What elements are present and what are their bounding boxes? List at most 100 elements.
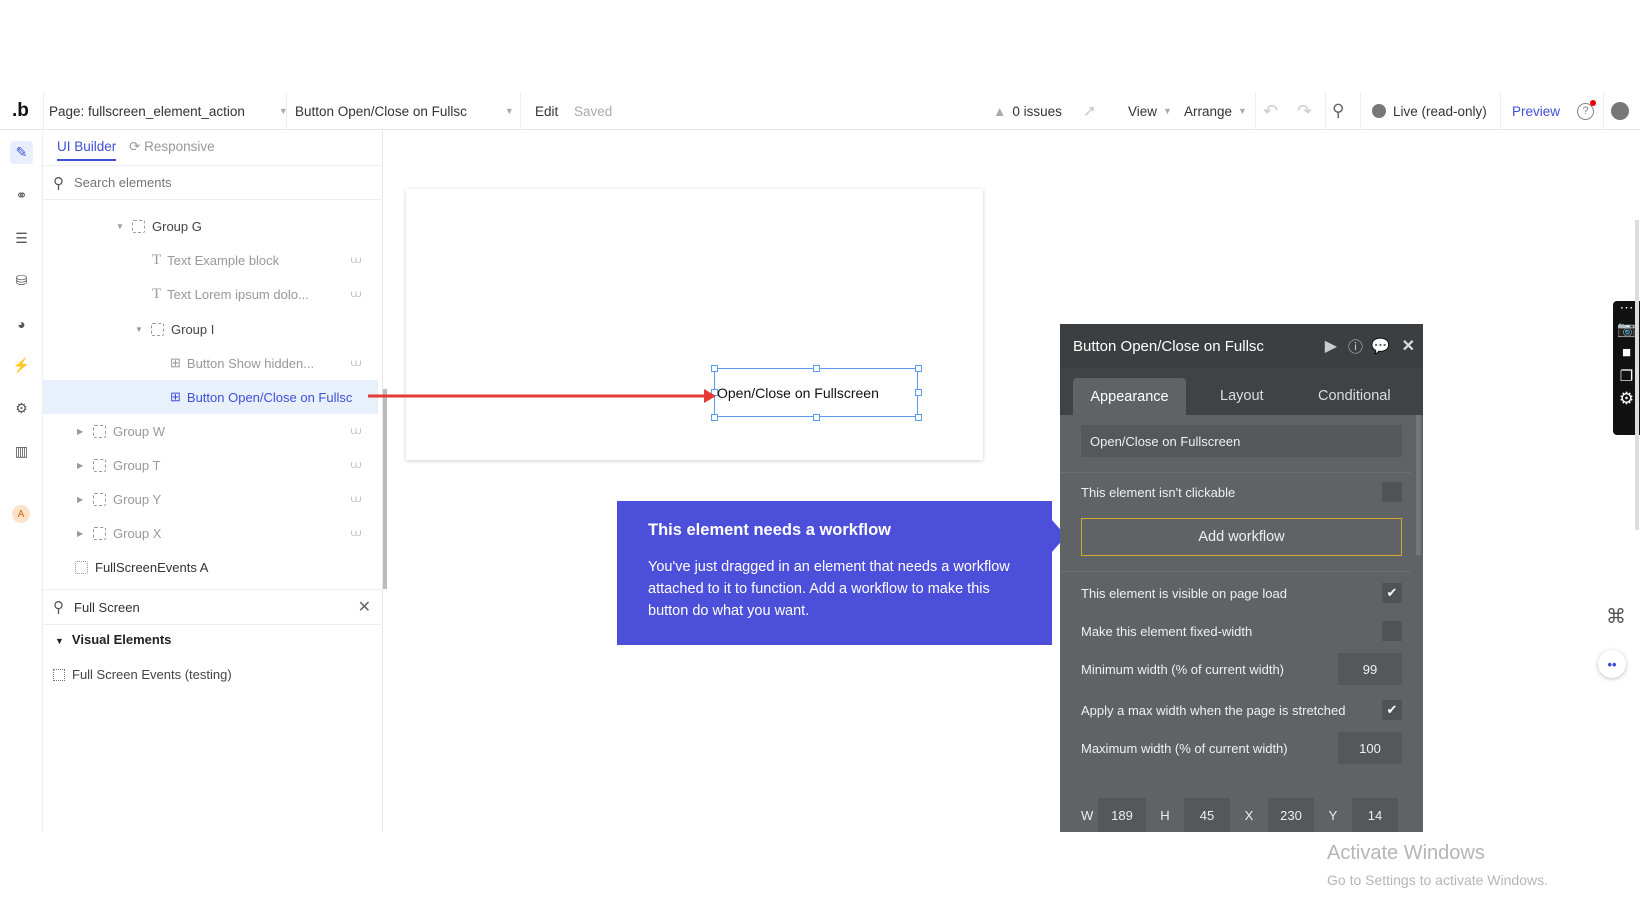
search-icon[interactable]: ⚲	[1332, 101, 1345, 120]
apply-max-checkbox[interactable]: ✔	[1382, 700, 1402, 720]
tree-item-group-t[interactable]: ▶ Group T ⩊	[77, 457, 362, 473]
help-icon[interactable]: ?	[1577, 92, 1596, 130]
more-icon[interactable]: ⋯	[1619, 299, 1634, 315]
visible-label: This element is visible on page load	[1081, 585, 1287, 601]
property-editor-header[interactable]: Button Open/Close on Fullsc ▶ ⓘ 💬 ✕	[1060, 324, 1423, 368]
account-avatar-icon[interactable]: A	[12, 505, 30, 523]
tree-item-group-x[interactable]: ▶ Group X ⩊	[77, 525, 362, 541]
button-text-input[interactable]: Open/Close on Fullscreen	[1081, 425, 1402, 457]
palette-item-full-screen-events[interactable]: Full Screen Events (testing)	[53, 667, 232, 682]
group-icon	[132, 219, 145, 233]
search-elements-input[interactable]	[74, 175, 334, 190]
resize-handle[interactable]	[813, 414, 820, 421]
width-input[interactable]: 189	[1098, 798, 1146, 832]
globe-icon	[1372, 104, 1386, 118]
window-icon[interactable]: ❐	[1619, 368, 1634, 385]
comment-icon[interactable]: 💬	[1371, 338, 1390, 355]
max-width-input[interactable]: 100	[1338, 732, 1402, 764]
not-clickable-checkbox[interactable]	[1382, 482, 1402, 502]
issues-button[interactable]: ▲ 0 issues	[993, 92, 1062, 130]
min-width-input[interactable]: 99	[1338, 653, 1402, 685]
live-button[interactable]: Live (read-only)	[1372, 92, 1487, 130]
property-scrollbar[interactable]	[1416, 415, 1421, 555]
tree-scrollbar[interactable]	[383, 389, 387, 589]
visible-checkbox[interactable]: ✔	[1382, 583, 1402, 603]
eye-hidden-icon[interactable]: ⩊	[351, 254, 362, 266]
resize-handle[interactable]	[813, 365, 820, 372]
visual-elements-section[interactable]: ▼ Visual Elements	[55, 632, 171, 647]
eye-hidden-icon[interactable]: ⩊	[351, 425, 362, 437]
x-input[interactable]: 230	[1268, 798, 1314, 832]
tree-item-group-w[interactable]: ▶ Group W ⩊	[77, 423, 362, 439]
eye-hidden-icon[interactable]: ⩊	[351, 527, 362, 539]
undo-icon[interactable]: ↶	[1263, 100, 1279, 121]
resize-handle[interactable]	[711, 414, 718, 421]
max-width-row: Maximum width (% of current width) 100	[1081, 732, 1402, 764]
data-icon[interactable]: ☰	[15, 230, 28, 246]
logs-chart-icon[interactable]: ▥	[14, 443, 29, 459]
shortcut-command-icon[interactable]: ⌘	[1606, 606, 1626, 628]
resize-handle[interactable]	[915, 389, 922, 396]
workflow-icon[interactable]: ⚭	[15, 187, 28, 203]
eye-hidden-icon[interactable]: ⩊	[351, 288, 362, 300]
plugins-icon[interactable]: ⚡	[12, 357, 31, 373]
bubble-logo[interactable]: .b	[12, 100, 29, 121]
arrange-menu[interactable]: Arrange ▼	[1184, 92, 1247, 130]
tree-label: Group W	[113, 423, 166, 439]
redo-icon[interactable]: ↷	[1297, 100, 1313, 121]
tab-responsive[interactable]: ⟳ Responsive	[129, 139, 215, 155]
video-icon[interactable]: ■	[1621, 344, 1632, 361]
page-selector[interactable]: Page: fullscreen_element_action ▼	[49, 92, 288, 130]
camera-icon[interactable]: 📷	[1617, 321, 1636, 338]
play-icon[interactable]: ▶	[1324, 338, 1337, 355]
tab-appearance[interactable]: Appearance	[1073, 378, 1186, 415]
styles-palette-icon[interactable]: ◕	[17, 315, 26, 332]
tree-item-fullscreen-events[interactable]: FullScreenEvents A	[43, 550, 378, 584]
user-avatar-icon[interactable]	[1611, 92, 1629, 130]
height-input[interactable]: 45	[1184, 798, 1230, 832]
clear-search-icon[interactable]: ✕	[357, 599, 371, 616]
tree-label: FullScreenEvents A	[95, 559, 209, 575]
design-pencil-icon[interactable]: ✎	[10, 141, 33, 164]
y-input[interactable]: 14	[1352, 798, 1398, 832]
edit-menu[interactable]: Edit	[535, 103, 559, 119]
tree-item-button-selected[interactable]: ⊞ Button Open/Close on Fullsc	[43, 380, 378, 414]
fixed-width-row: Make this element fixed-width	[1081, 615, 1402, 647]
tooltip-body: You've just dragged in an element that n…	[648, 559, 1010, 619]
element-search[interactable]: ⚲	[43, 165, 383, 200]
tree-item-group-g[interactable]: ▼ Group G	[116, 218, 202, 234]
tree-item-button[interactable]: ⊞ Button Show hidden... ⩊	[43, 346, 378, 380]
element-icon	[75, 560, 88, 574]
tree-item-group-i[interactable]: ▼ Group I	[135, 321, 215, 337]
assistant-bot-icon[interactable]: ••	[1598, 650, 1626, 678]
palette-search[interactable]: ⚲ Full Screen ✕	[43, 589, 383, 625]
eye-hidden-icon[interactable]: ⩊	[351, 459, 362, 471]
element-selector[interactable]: Button Open/Close on Fullsc ▼	[295, 92, 514, 130]
palette-search-input[interactable]: Full Screen	[74, 599, 140, 615]
settings-icon[interactable]: ⚙	[15, 400, 28, 416]
resize-handle[interactable]	[915, 414, 922, 421]
view-menu[interactable]: View ▼	[1128, 92, 1172, 130]
tab-layout[interactable]: Layout	[1220, 388, 1264, 404]
cursor-icon[interactable]: ➚	[1083, 103, 1097, 120]
canvas-page[interactable]	[406, 189, 983, 460]
resize-handle[interactable]	[915, 365, 922, 372]
tree-item-group-y[interactable]: ▶ Group Y ⩊	[77, 491, 362, 507]
page-scrollbar[interactable]	[1635, 220, 1639, 530]
tree-item-text[interactable]: T Text Example block ⩊	[43, 243, 378, 277]
add-workflow-button[interactable]: Add workflow	[1081, 518, 1402, 556]
gear-icon[interactable]: ⚙	[1618, 389, 1635, 408]
tab-ui-builder[interactable]: UI Builder	[57, 139, 117, 161]
tab-conditional[interactable]: Conditional	[1318, 388, 1391, 404]
canvas-button-open-close[interactable]: Open/Close on Fullscreen	[714, 368, 918, 417]
info-icon[interactable]: ⓘ	[1347, 338, 1363, 356]
tree-item-text[interactable]: T Text Lorem ipsum dolo... ⩊	[43, 277, 378, 311]
resize-handle[interactable]	[711, 365, 718, 372]
fixed-width-checkbox[interactable]	[1382, 621, 1402, 641]
activate-windows-subtext: Go to Settings to activate Windows.	[1327, 872, 1548, 888]
database-icon[interactable]: ⛁	[15, 272, 28, 288]
close-icon[interactable]: ✕	[1401, 338, 1415, 355]
eye-hidden-icon[interactable]: ⩊	[351, 357, 362, 369]
preview-button[interactable]: Preview	[1512, 103, 1561, 119]
eye-hidden-icon[interactable]: ⩊	[351, 493, 362, 505]
